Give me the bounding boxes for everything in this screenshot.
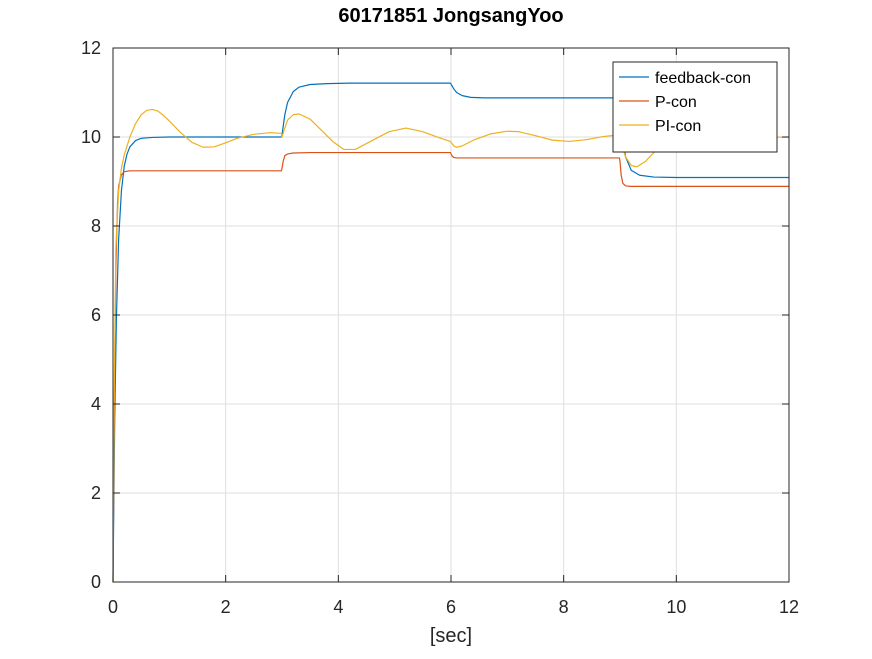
y-tick-label: 0: [91, 572, 101, 592]
legend: feedback-con P-con PI-con: [612, 61, 778, 153]
x-tick-label: 2: [221, 597, 231, 617]
x-tick-label: 8: [559, 597, 569, 617]
y-tick-label: 8: [91, 216, 101, 236]
y-tick-label: 6: [91, 305, 101, 325]
y-tick-label: 12: [81, 38, 101, 58]
legend-label-p-con: P-con: [655, 94, 697, 111]
legend-label-pi-con: PI-con: [655, 118, 701, 135]
x-tick-label: 12: [779, 597, 799, 617]
chart-title: 60171851 JongsangYoo: [338, 5, 563, 27]
y-tick-label: 2: [91, 483, 101, 503]
series-line-p-con: [112, 151, 789, 583]
x-tick-label: 10: [666, 597, 686, 617]
x-tick-label: 4: [333, 597, 343, 617]
x-tick-label: 6: [446, 597, 456, 617]
y-tick-label: 4: [91, 394, 101, 414]
axis-ticks: 0 2 4 6 8 10 12 0 2 4 6 8 10 12: [81, 38, 799, 617]
x-tick-label: 0: [108, 597, 118, 617]
y-tick-label: 10: [81, 127, 101, 147]
legend-label-feedback-con: feedback-con: [655, 70, 751, 87]
x-axis-label: [sec]: [430, 625, 472, 647]
